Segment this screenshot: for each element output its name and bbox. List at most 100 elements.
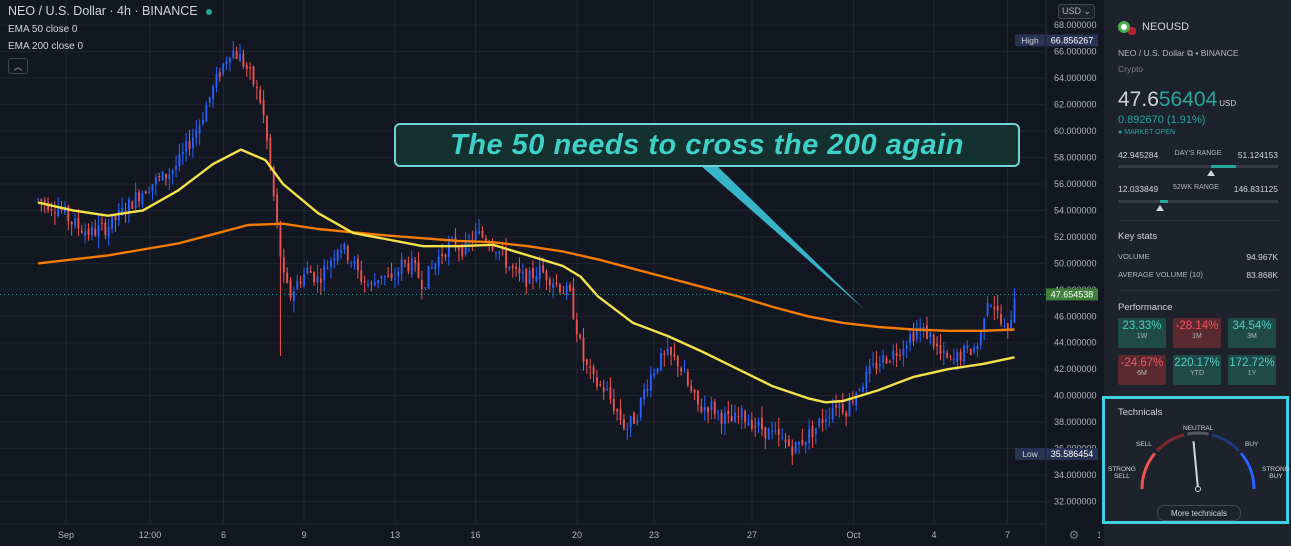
technicals-title: Technicals xyxy=(1118,407,1163,418)
performance-tile-1y[interactable]: 172.72% 1Y xyxy=(1228,355,1276,385)
week52-range-row: 12.033849 52WK RANGE 146.831125 xyxy=(1118,184,1278,194)
indicator-ema200[interactable]: EMA 200 close 0 xyxy=(8,41,84,52)
low-price-badge-bg xyxy=(1046,448,1098,461)
candle xyxy=(478,230,481,234)
candle xyxy=(498,251,501,254)
candle xyxy=(239,53,241,62)
candle xyxy=(404,260,406,263)
currency-button[interactable]: USD ⌄ xyxy=(1058,4,1096,19)
exchange-name[interactable]: BINANCE xyxy=(1200,48,1239,58)
market-status-dot xyxy=(205,8,212,15)
candle xyxy=(245,64,248,70)
candle xyxy=(165,174,167,179)
indicator-ema50[interactable]: EMA 50 close 0 xyxy=(8,24,78,35)
more-technicals-button[interactable]: More technicals xyxy=(1157,505,1241,521)
strong-buy-line2: BUY xyxy=(1269,473,1283,480)
candle xyxy=(181,151,184,155)
candle xyxy=(417,262,420,278)
high-price-badge: 66.856267 xyxy=(1051,35,1094,45)
candle xyxy=(198,124,201,134)
candle xyxy=(723,413,726,424)
price-decimals: 56404 xyxy=(1158,88,1218,111)
candle xyxy=(633,412,635,424)
symbol-title[interactable]: NEO / U.S. Dollar · 4h · BINANCE xyxy=(8,4,212,18)
candle xyxy=(973,347,976,352)
performance-period: 3M xyxy=(1247,333,1257,340)
candle xyxy=(922,326,925,331)
candle xyxy=(252,66,255,85)
candle xyxy=(892,350,895,360)
candle xyxy=(360,270,363,282)
candle xyxy=(262,99,265,115)
candle xyxy=(131,201,134,209)
candle xyxy=(727,410,730,415)
candle xyxy=(767,428,770,440)
symbol-header[interactable]: NEOUSD xyxy=(1118,18,1189,36)
candle xyxy=(1003,325,1006,328)
performance-tile-1w[interactable]: 23.33% 1W xyxy=(1118,318,1166,348)
day-range-low: 42.945284 xyxy=(1118,150,1159,160)
performance-tile-3m[interactable]: 34.54% 3M xyxy=(1228,318,1276,348)
settings-gear-icon[interactable]: ⚙ xyxy=(1069,528,1080,542)
gauge-hub xyxy=(1195,486,1201,492)
performance-tile-ytd[interactable]: 220.17% YTD xyxy=(1173,355,1221,385)
candle xyxy=(777,428,780,436)
week52-range-marker xyxy=(1155,205,1164,211)
candle xyxy=(983,318,986,330)
candle xyxy=(683,371,686,373)
collapse-legend-button[interactable]: ︿ xyxy=(8,58,28,74)
candle xyxy=(575,319,578,335)
candle xyxy=(552,283,555,288)
candle xyxy=(94,228,97,236)
candle xyxy=(895,352,898,356)
day-range-marker xyxy=(1206,170,1215,176)
current-price-badge-bg xyxy=(1046,288,1098,301)
candle xyxy=(828,416,831,418)
candle xyxy=(926,325,928,340)
candle xyxy=(572,287,575,320)
candle xyxy=(367,284,369,286)
performance-period: 1W xyxy=(1136,333,1148,340)
candle xyxy=(680,368,683,372)
candle xyxy=(343,243,346,250)
performance-tile-6m[interactable]: -24.67% 6M xyxy=(1118,355,1166,385)
day-range-row: 42.945284 DAY'S RANGE 51.124153 xyxy=(1118,150,1278,160)
candle xyxy=(505,248,507,268)
candle xyxy=(50,209,53,211)
candle xyxy=(70,222,73,225)
volume-label: VOLUME xyxy=(1118,252,1150,261)
candle xyxy=(259,89,262,103)
candle xyxy=(74,218,76,227)
candle xyxy=(774,430,777,432)
candle xyxy=(185,140,188,152)
candle xyxy=(282,257,285,273)
candle xyxy=(963,345,965,362)
candle xyxy=(787,439,790,446)
candle xyxy=(101,222,103,224)
candle xyxy=(333,258,336,261)
candle xyxy=(754,426,757,428)
chart-area[interactable]: 32.00000034.00000036.00000038.00000040.0… xyxy=(0,0,1100,546)
performance-tile-1m[interactable]: -28.14% 1M xyxy=(1173,318,1221,348)
y-tick-label: 32.000000 xyxy=(1054,497,1097,507)
candle xyxy=(266,116,268,141)
candle xyxy=(346,246,349,261)
candle xyxy=(383,275,386,277)
candle xyxy=(818,419,821,426)
candle xyxy=(821,419,824,423)
candle xyxy=(195,130,198,138)
candle xyxy=(299,281,302,285)
candle xyxy=(454,237,457,248)
candle xyxy=(447,242,450,257)
candle xyxy=(518,268,521,274)
candle xyxy=(784,439,787,442)
candle xyxy=(858,389,861,391)
strong-buy-line1: STRONG xyxy=(1262,466,1290,473)
candle xyxy=(225,61,228,64)
candle xyxy=(521,272,524,274)
external-link-icon[interactable]: ⧉ xyxy=(1186,48,1194,58)
performance-period: YTD xyxy=(1190,370,1204,377)
chart-annotation[interactable]: The 50 needs to cross the 200 again xyxy=(394,123,1020,167)
price-chart[interactable]: 32.00000034.00000036.00000038.00000040.0… xyxy=(0,0,1100,546)
candle xyxy=(949,356,952,358)
